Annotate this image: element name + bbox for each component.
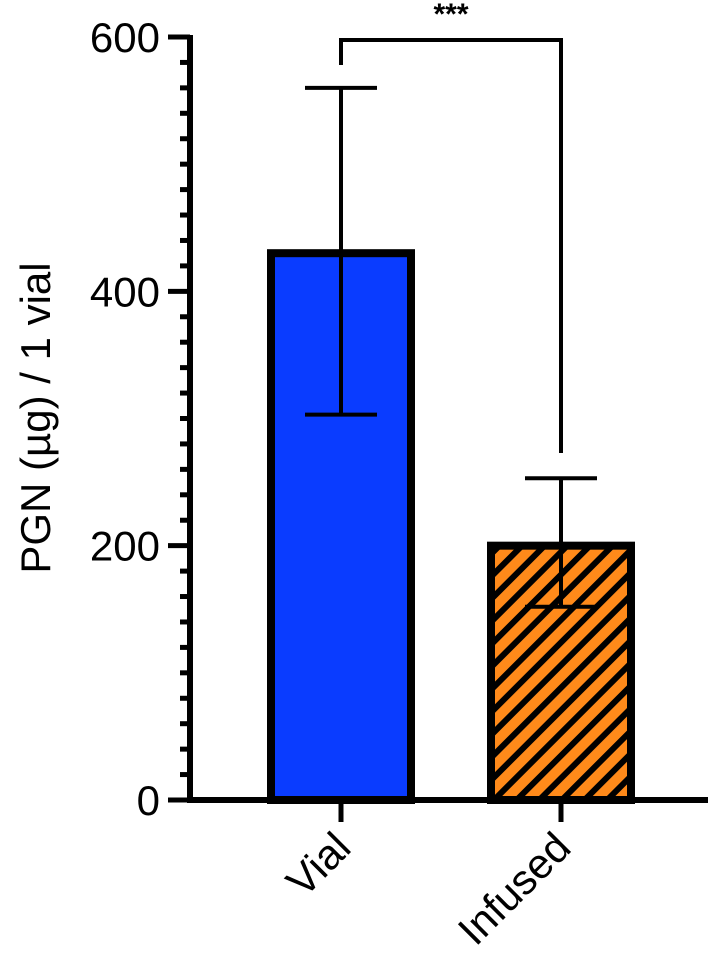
significance-bracket (339, 38, 563, 453)
significance-label: *** (433, 0, 468, 31)
y-tick-label: 200 (90, 523, 160, 570)
x-tick-label-vial: Vial (277, 823, 359, 905)
y-axis-title: PGN (µg) / 1 vial (12, 262, 59, 573)
y-tick-label: 600 (90, 14, 160, 61)
y-tick-label: 400 (90, 268, 160, 315)
x-tick-label-infused: Infused (449, 823, 580, 954)
plot-area: 0 200 400 600 Vial Infused *** (90, 0, 708, 954)
y-tick-label: 0 (137, 777, 160, 824)
